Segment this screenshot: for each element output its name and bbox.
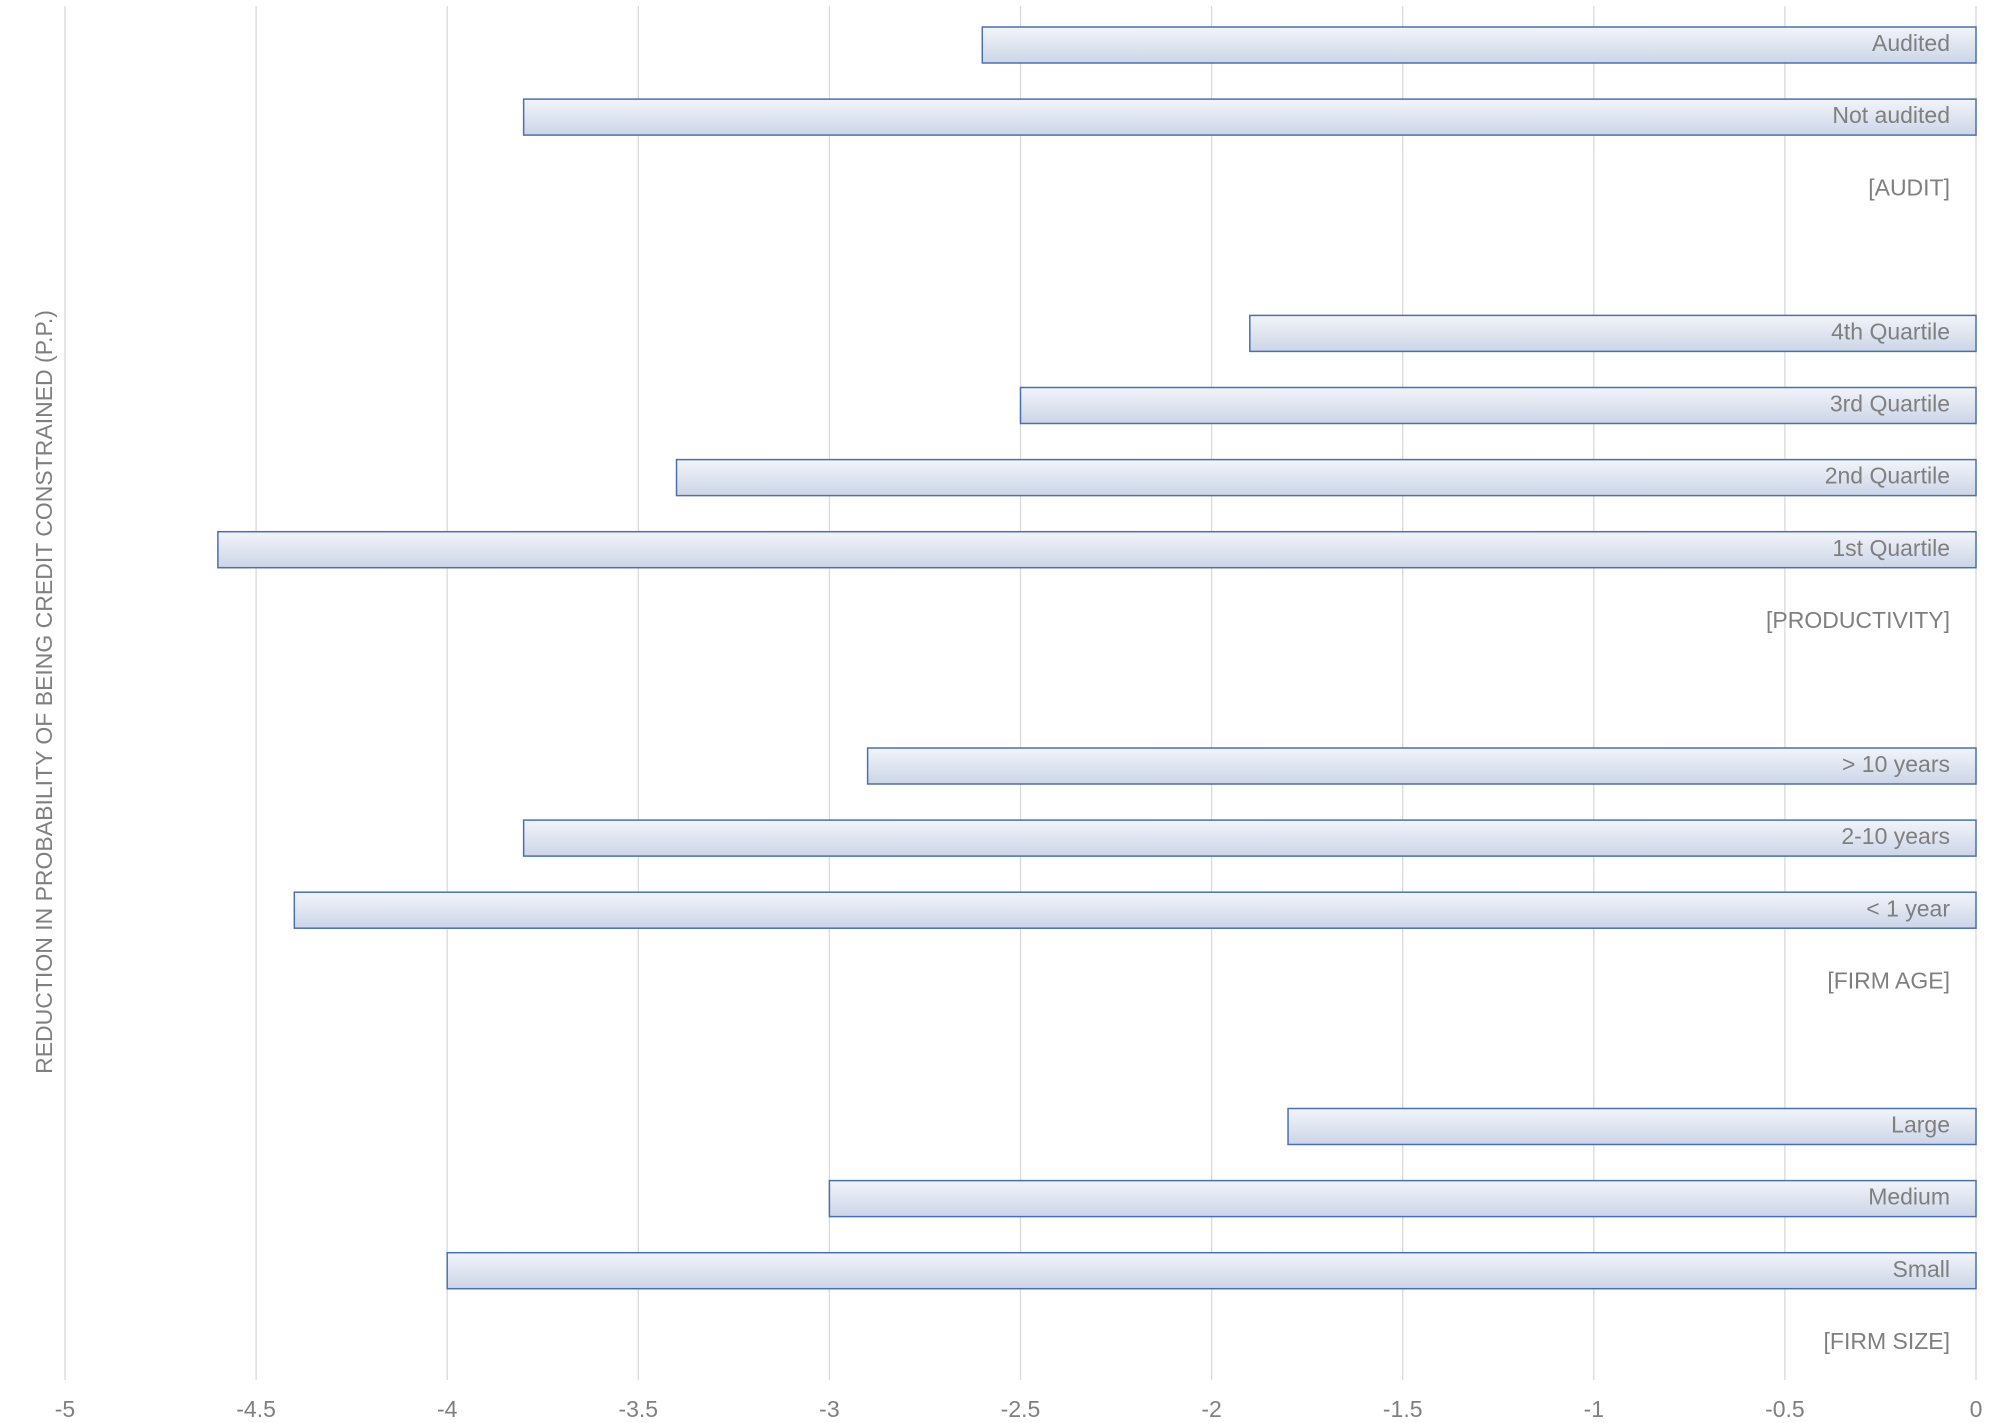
x-tick-label: -0.5 — [1765, 1396, 1805, 1422]
bar — [981, 26, 1977, 64]
category-label: 1st Quartile — [1832, 535, 1950, 561]
category-label: 2nd Quartile — [1825, 463, 1950, 489]
bar — [217, 530, 1977, 569]
x-tick-label: -3 — [819, 1396, 839, 1422]
bar — [675, 458, 1977, 497]
x-tick-label: -2 — [1201, 1396, 1221, 1422]
category-label: Audited — [1872, 30, 1950, 56]
category-label: < 1 year — [1866, 895, 1950, 921]
bar — [446, 1251, 1977, 1290]
x-tick-label: -5 — [55, 1396, 75, 1422]
category-label: [FIRM AGE] — [1827, 967, 1950, 993]
category-label: 3rd Quartile — [1830, 391, 1950, 417]
category-label: Medium — [1868, 1184, 1950, 1210]
category-label: 4th Quartile — [1831, 318, 1950, 344]
category-label: Large — [1891, 1112, 1950, 1138]
x-tick-label: -3.5 — [618, 1396, 658, 1422]
bar — [866, 747, 1977, 785]
category-label: [FIRM SIZE] — [1824, 1328, 1951, 1354]
x-tick-label: -4.5 — [236, 1396, 276, 1422]
x-tick-label: -1.5 — [1383, 1396, 1423, 1422]
category-label: > 10 years — [1842, 751, 1950, 777]
y-axis-title: REDUCTION IN PROBABILITY OF BEING CREDIT… — [31, 310, 57, 1074]
x-tick-label: 0 — [1970, 1396, 1983, 1422]
category-label: [AUDIT] — [1868, 174, 1950, 200]
category-label: Not audited — [1832, 102, 1950, 128]
category-label: Small — [1892, 1256, 1950, 1282]
category-label: [PRODUCTIVITY] — [1766, 607, 1950, 633]
x-tick-label: -1 — [1584, 1396, 1604, 1422]
x-tick-label: -4 — [437, 1396, 458, 1422]
bar — [293, 891, 1977, 929]
bar — [1249, 314, 1977, 353]
x-tick-label: -2.5 — [1001, 1396, 1041, 1422]
category-label: 2-10 years — [1841, 823, 1950, 849]
bar — [1019, 386, 1977, 425]
bar — [522, 819, 1977, 857]
bar — [1287, 1107, 1977, 1146]
bar — [522, 98, 1977, 136]
bar — [828, 1179, 1977, 1218]
